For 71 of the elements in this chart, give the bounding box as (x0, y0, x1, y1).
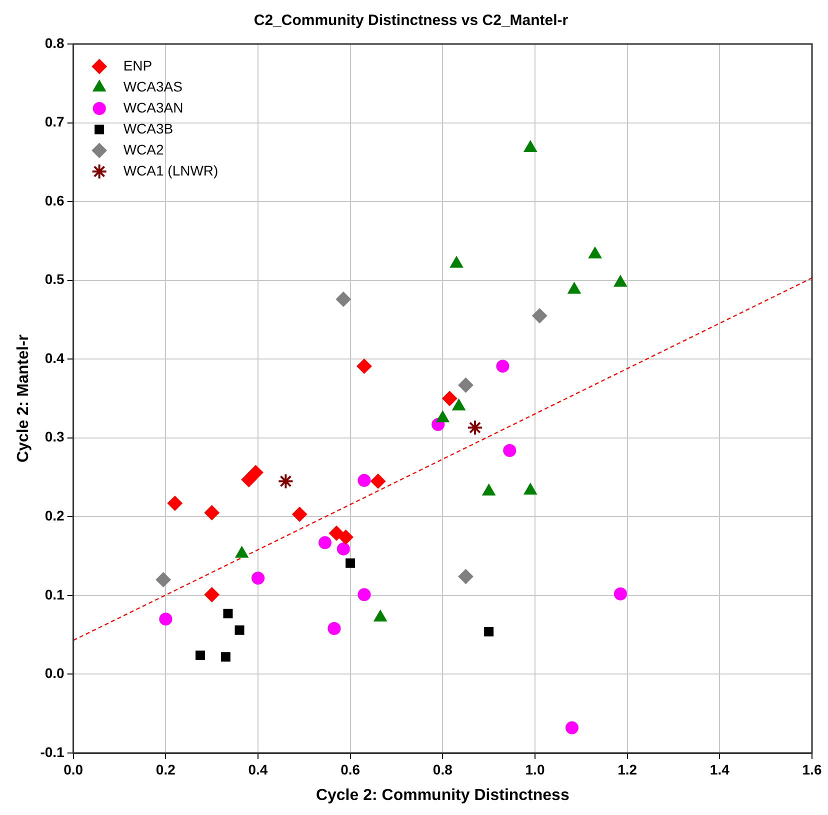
y-axis-title: Cycle 2: Mantel-r (15, 334, 32, 463)
point (292, 506, 308, 522)
point (588, 246, 602, 258)
legend-label: ENP (123, 57, 152, 74)
y-tick-label: 0.3 (44, 428, 65, 445)
y-tick-label: 0.5 (44, 271, 65, 288)
point (503, 444, 516, 457)
point (223, 608, 233, 618)
x-tick-label: 1.0 (525, 761, 545, 778)
point (220, 652, 230, 662)
y-tick-label: 0.7 (44, 114, 65, 130)
point (370, 474, 386, 489)
x-tick-label: 1.6 (802, 761, 822, 778)
x-tick-label: 0.8 (432, 761, 453, 778)
x-tick-label: 0.4 (248, 761, 268, 778)
point (358, 474, 371, 487)
point (196, 650, 206, 660)
point (524, 483, 537, 495)
x-tick-label: 0.6 (340, 761, 360, 778)
legend-label: WCA3AS (123, 78, 182, 94)
point (159, 612, 172, 626)
point (442, 391, 458, 406)
point (484, 626, 494, 636)
point (532, 308, 548, 324)
point (358, 588, 371, 602)
point (614, 275, 627, 287)
point (565, 721, 578, 734)
legend-label: WCA3AN (123, 99, 184, 116)
point (466, 420, 483, 436)
legend-label: WCA3B (123, 120, 174, 136)
point (156, 572, 171, 588)
point (450, 256, 464, 268)
y-tick-label: 0.0 (44, 665, 65, 682)
point (278, 473, 294, 490)
point (318, 536, 332, 550)
point (328, 622, 341, 636)
point (452, 398, 466, 410)
point (338, 530, 354, 545)
point (336, 292, 351, 307)
point (167, 496, 182, 511)
legend-label: WCA2 (123, 141, 164, 158)
point (524, 140, 537, 152)
y-tick-label: 0.2 (44, 508, 65, 524)
point (496, 360, 510, 373)
point (458, 378, 474, 393)
point (356, 358, 372, 374)
x-tick-label: 0.2 (156, 761, 176, 778)
point (248, 465, 264, 480)
point (234, 625, 244, 635)
point (568, 282, 581, 294)
x-axis-title: Cycle 2: Community Distinctness (316, 786, 570, 804)
x-tick-label: 1.4 (710, 761, 730, 778)
y-tick-label: 0.6 (44, 192, 65, 208)
point (336, 542, 350, 556)
point (436, 410, 450, 422)
y-tick-label: 0.8 (44, 34, 65, 51)
point (251, 572, 264, 585)
point (204, 505, 220, 520)
point (346, 558, 356, 568)
y-tick-label: 0.1 (44, 586, 65, 602)
chart-title: C2_Community Distinctness vs C2_Mantel-r (254, 12, 568, 30)
legend-label: WCA1 (LNWR) (123, 162, 218, 178)
point (204, 587, 220, 602)
y-tick-label: 0.4 (44, 350, 65, 366)
x-tick-label: 0.0 (64, 761, 84, 778)
point (328, 526, 344, 541)
point (614, 587, 627, 600)
x-tick-label: 1.2 (618, 761, 638, 778)
point (241, 472, 256, 488)
point (458, 569, 474, 584)
y-tick-label: -0.1 (40, 744, 65, 760)
